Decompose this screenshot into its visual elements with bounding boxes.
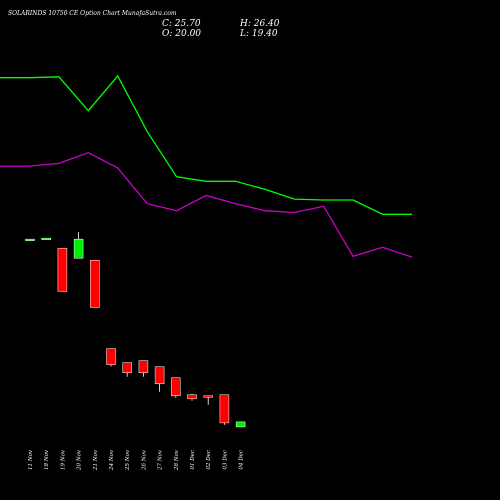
candle-body bbox=[106, 348, 116, 365]
date-label: 19 Nov bbox=[60, 449, 66, 470]
date-label: 26 Nov bbox=[141, 449, 147, 471]
date-label: 28 Nov bbox=[174, 449, 180, 471]
date-label: 03 Dec bbox=[222, 450, 228, 470]
close-value: C: 25.70 bbox=[162, 19, 201, 29]
candle-body bbox=[187, 394, 197, 400]
date-label: 02 Dec bbox=[206, 450, 212, 470]
candle-body bbox=[138, 360, 149, 373]
candle-body bbox=[171, 377, 181, 397]
candle-body bbox=[235, 421, 246, 428]
date-label: 27 Nov bbox=[158, 449, 164, 471]
overlay-lines bbox=[0, 74, 413, 258]
date-label: 24 Nov bbox=[109, 449, 115, 471]
date-label: 20 Nov bbox=[77, 449, 83, 471]
open-value: O: 20.00 bbox=[162, 29, 202, 39]
date-label: 04 Dec bbox=[239, 450, 245, 470]
candle-body bbox=[57, 247, 68, 292]
candle-body bbox=[73, 238, 84, 259]
candle-body bbox=[122, 362, 132, 373]
candles bbox=[25, 232, 246, 428]
low-value: L: 19.40 bbox=[240, 29, 278, 39]
date-label: 01 Dec bbox=[190, 450, 196, 470]
overlay-line-1 bbox=[0, 74, 412, 215]
candle-body bbox=[25, 238, 35, 241]
date-label: 11 Nov bbox=[28, 449, 34, 470]
candle-body bbox=[203, 395, 213, 398]
chart-title: SOLARINDS 10750 CE Option Chart MunafaSu… bbox=[8, 10, 177, 17]
candle-body bbox=[41, 237, 51, 240]
overlay-line-2 bbox=[0, 151, 413, 258]
high-value: H: 26.40 bbox=[240, 19, 280, 29]
date-label: 21 Nov bbox=[93, 449, 99, 471]
candle-body bbox=[219, 394, 230, 424]
date-label: 18 Nov bbox=[44, 449, 50, 470]
candle-body bbox=[154, 366, 165, 384]
candle-body bbox=[90, 259, 100, 308]
date-labels: 11 Nov 18 Nov 19 Nov 20 Nov 21 Nov 24 Nov 25 N… bbox=[28, 449, 245, 471]
date-label: 25 Nov bbox=[125, 449, 131, 471]
